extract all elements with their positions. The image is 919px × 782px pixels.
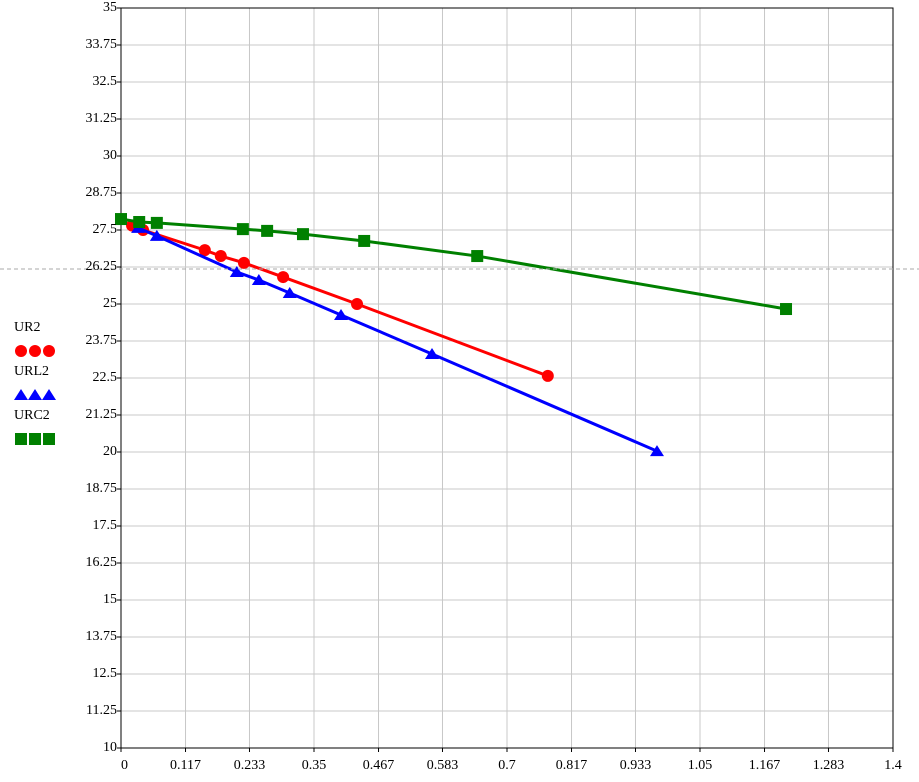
marker: [115, 213, 127, 226]
marker: [43, 345, 55, 357]
y-tick-label: 11.25: [86, 703, 117, 718]
marker: [334, 308, 349, 320]
legend-label: UR2: [14, 320, 40, 335]
legend-label: URL2: [14, 364, 49, 379]
y-tick-label: 16.25: [86, 555, 118, 570]
marker: [15, 345, 27, 357]
marker: [236, 223, 249, 236]
marker: [214, 250, 227, 263]
y-tick-label: 15: [103, 592, 117, 607]
series-line: [137, 226, 658, 453]
marker: [28, 389, 42, 400]
x-tick-label: 1.05: [688, 758, 713, 773]
y-tick-label: 10: [103, 740, 117, 755]
y-tick-label: 28.75: [86, 185, 118, 200]
marker: [43, 433, 55, 445]
x-tick-label: 1.283: [813, 758, 845, 773]
marker: [282, 287, 297, 299]
marker: [15, 433, 27, 445]
y-tick-label: 23.75: [86, 333, 118, 348]
marker: [425, 348, 440, 360]
x-tick-label: 0.817: [556, 758, 588, 773]
x-tick-label: 0.233: [234, 758, 266, 773]
y-tick-label: 25: [103, 296, 117, 311]
y-tick-label: 27.5: [93, 222, 118, 237]
x-tick-label: 0: [121, 758, 128, 773]
marker: [780, 303, 793, 316]
y-tick-label: 20: [103, 444, 117, 459]
marker: [471, 250, 484, 263]
y-tick-label: 12.5: [93, 666, 118, 681]
x-tick-label: 0.933: [620, 758, 652, 773]
marker: [277, 271, 290, 284]
marker: [149, 229, 164, 241]
marker: [296, 228, 309, 241]
marker: [42, 389, 56, 400]
marks: [115, 213, 793, 457]
y-tick-label: 26.25: [86, 259, 118, 274]
x-tick-label: 0.7: [498, 758, 516, 773]
x-tick-label: 0.35: [302, 758, 327, 773]
legend-label: URC2: [14, 408, 50, 423]
y-tick-label: 22.5: [93, 370, 118, 385]
marker: [133, 216, 146, 229]
marker: [351, 298, 364, 310]
marker: [198, 244, 211, 257]
marker: [229, 266, 244, 278]
marker: [14, 389, 28, 400]
marker: [237, 256, 250, 269]
y-tick-label: 30: [103, 148, 117, 163]
y-tick-label: 17.5: [93, 518, 118, 533]
marker: [150, 216, 163, 229]
x-tick-label: 0.117: [170, 758, 201, 773]
marker: [261, 224, 274, 237]
grid: [120, 7, 894, 749]
x-tick-label: 1.4: [884, 758, 902, 773]
marker: [29, 345, 41, 357]
marker: [541, 369, 554, 382]
y-tick-label: 32.5: [93, 74, 118, 89]
y-tick-label: 13.75: [86, 629, 118, 644]
y-tick-label: 21.25: [86, 407, 118, 422]
marker: [29, 433, 41, 445]
x-tick-label: 0.467: [363, 758, 395, 773]
x-tick-label: 0.583: [427, 758, 459, 773]
marker: [358, 234, 371, 247]
y-tick-label: 31.25: [86, 111, 118, 126]
y-tick-label: 18.75: [86, 481, 118, 496]
x-tick-label: 1.167: [749, 758, 781, 773]
y-tick-label: 35: [103, 0, 117, 15]
marker: [649, 445, 664, 457]
y-tick-label: 33.75: [86, 37, 118, 52]
marker: [251, 274, 266, 286]
